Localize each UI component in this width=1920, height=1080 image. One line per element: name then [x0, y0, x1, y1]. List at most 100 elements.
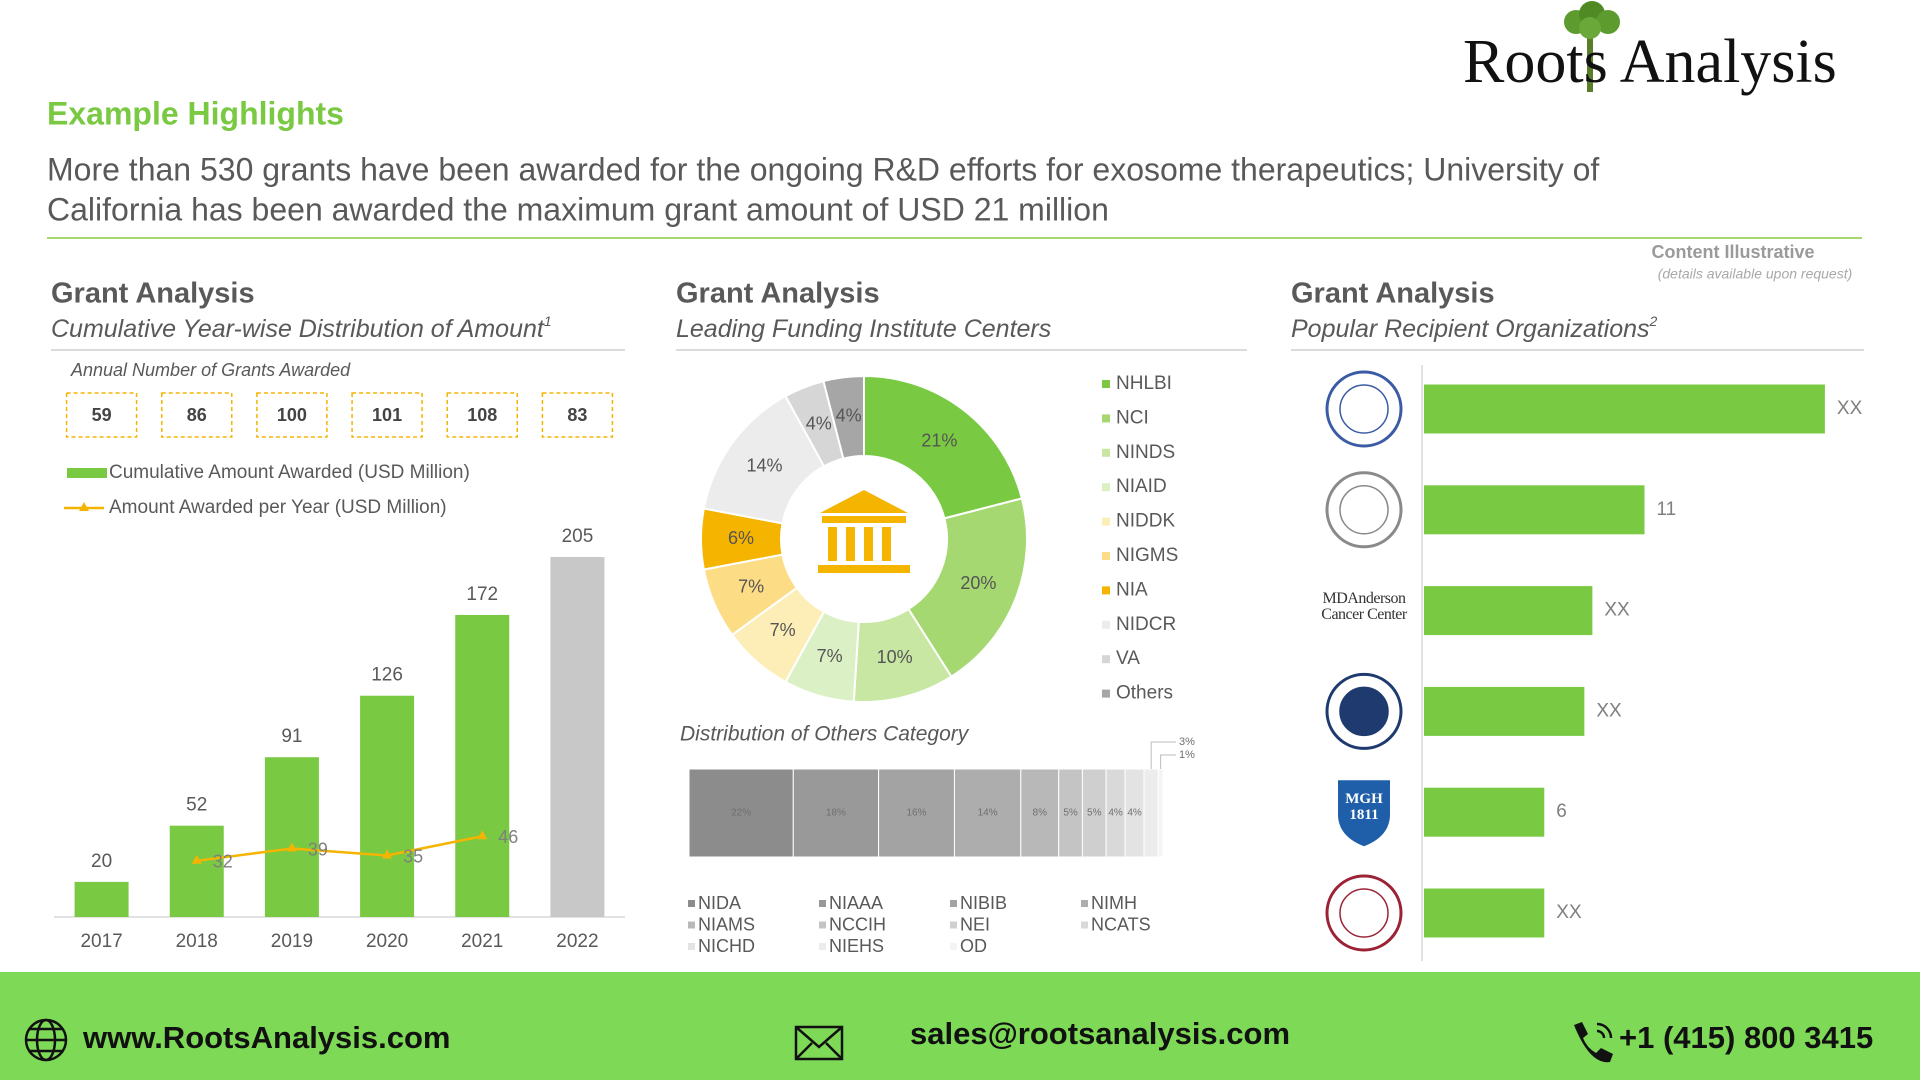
legend-label: OD [960, 936, 987, 956]
segment-label: 5% [1087, 808, 1102, 819]
org-shield [1338, 780, 1390, 847]
legend-swatch [950, 900, 957, 907]
segment-label: 5% [1063, 808, 1078, 819]
grant-count-box [256, 392, 328, 438]
bar-label: XX [1837, 398, 1863, 419]
bar-label: 205 [562, 526, 594, 547]
bar [1424, 586, 1593, 636]
chart-title: Distribution of Others Category [680, 723, 970, 746]
x-tick-label: 2022 [556, 931, 598, 952]
org-seal-inner [1339, 686, 1389, 737]
phone[interactable]: +1 (415) 800 3415 [1619, 1020, 1873, 1055]
grant-count: 86 [187, 405, 207, 425]
legend-swatch [950, 943, 957, 950]
line-marker [382, 849, 393, 859]
line-label: 46 [498, 827, 518, 847]
chart-title: Grant Analysis [676, 278, 880, 310]
segment-label: 18% [826, 808, 846, 819]
x-tick-label: 2021 [461, 931, 503, 952]
legend-label: NIDCR [1116, 614, 1176, 635]
bar [264, 757, 319, 917]
legend-label: NIA [1116, 579, 1148, 600]
donut-slice [822, 374, 865, 460]
note: Content Illustrative [1651, 242, 1814, 262]
slice-label: 10% [877, 647, 913, 667]
legend-swatch [1102, 655, 1110, 664]
bar [360, 695, 415, 917]
bar-label: XX [1556, 902, 1582, 923]
callout [1150, 741, 1176, 769]
website[interactable]: www.RootsAnalysis.com [82, 1020, 451, 1055]
slice-label: 4% [836, 406, 862, 426]
legend-swatch [1102, 517, 1110, 526]
legend-swatch [1081, 900, 1088, 907]
bar [1424, 888, 1545, 938]
stack-segment [878, 768, 955, 858]
legend-label: NIDDK [1116, 511, 1175, 532]
bar-label: 91 [281, 726, 302, 747]
legend-label: NCI [1116, 407, 1149, 428]
legend-swatch [1102, 620, 1110, 629]
legend-label: Others [1116, 683, 1173, 704]
org-label: MDAnderson Cancer Center [1321, 589, 1407, 624]
legend-label: NCATS [1091, 914, 1151, 934]
footnote-mark: 2 [1649, 313, 1658, 329]
stack-segment [1143, 768, 1159, 858]
bar-label: 6 [1556, 801, 1567, 822]
segment-label: 1% [1179, 749, 1195, 761]
bar [455, 614, 510, 917]
footer-band [0, 972, 1920, 1080]
line-label: 39 [308, 839, 328, 859]
bar [1424, 686, 1585, 736]
legend-swatch [1102, 552, 1110, 560]
grant-count-box [161, 392, 233, 438]
grant-count-box [446, 392, 518, 438]
grant-count-box [541, 392, 614, 438]
bar [1424, 485, 1645, 535]
chart-subtitle: Cumulative Year-wise Distribution of Amo… [51, 313, 552, 343]
chart-subtitle: Popular Recipient Organizations2 [1291, 313, 1658, 343]
legend-label: NIBIB [960, 893, 1007, 913]
stack-segment [1157, 768, 1164, 858]
legend-label: NEI [960, 914, 990, 934]
subtitle-text: Popular Recipient Organizations [1291, 315, 1650, 343]
line-label: 32 [213, 852, 233, 872]
donut-slice [907, 497, 1029, 679]
donut-slice [863, 374, 1024, 520]
legend-swatch [1102, 448, 1110, 457]
bar-label: 20 [91, 851, 112, 872]
bar [1424, 384, 1825, 434]
line [196, 834, 483, 863]
legend-label: NIMH [1091, 893, 1137, 913]
bar-label: XX [1604, 600, 1630, 621]
slice-label: 4% [806, 413, 832, 433]
bar-label: 172 [466, 584, 498, 605]
callout [1160, 754, 1176, 769]
legend-swatch [819, 900, 826, 907]
legend-swatch [1102, 380, 1110, 388]
bar-label: 52 [186, 795, 207, 816]
grant-count-box [351, 392, 423, 438]
legend-label: NCCIH [829, 914, 886, 934]
bar [1424, 787, 1545, 837]
org-seal-inner [1339, 888, 1389, 938]
legend-swatch [1102, 586, 1110, 595]
segment-label: 4% [1127, 808, 1142, 819]
legend-label: NICHD [698, 936, 755, 956]
chart-subtitle: Leading Funding Institute Centers [676, 315, 1051, 343]
legend-swatch [688, 900, 695, 907]
bar [550, 557, 605, 917]
subtitle-text: Cumulative Year-wise Distribution of Amo… [51, 315, 545, 343]
headline: California has been awarded the maximum … [47, 191, 1109, 227]
segment-label: 3% [1179, 736, 1195, 748]
phone-icon [1574, 1022, 1613, 1063]
logo-text: Roots Analysis [1463, 28, 1837, 96]
bar-label: 126 [371, 665, 403, 686]
legend-swatch [1081, 921, 1088, 929]
x-tick-label: 2018 [176, 931, 218, 952]
email[interactable]: sales@rootsanalysis.com [910, 1016, 1290, 1051]
slice-label: 14% [746, 455, 782, 475]
line-label: 35 [403, 846, 423, 866]
